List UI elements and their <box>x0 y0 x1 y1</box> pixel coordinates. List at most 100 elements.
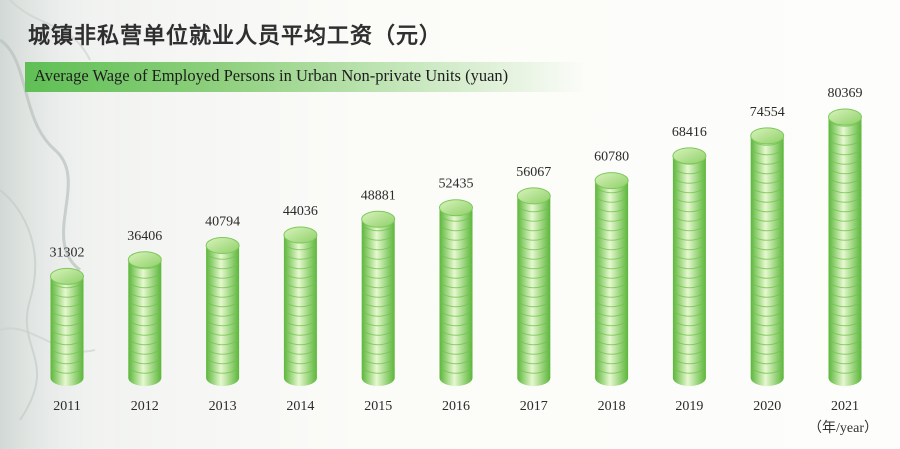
coin-edge <box>517 339 551 346</box>
coin-edge <box>283 339 318 346</box>
x-tick-label-2011: 2011 <box>53 399 80 414</box>
coin-edge <box>517 273 551 279</box>
coin-edge <box>672 368 707 374</box>
coin-edge <box>361 244 395 251</box>
coin-edge <box>205 368 240 374</box>
coin-edge <box>828 320 862 327</box>
coin-edge <box>361 263 395 270</box>
coin-edge <box>439 216 473 222</box>
coin-edge <box>594 358 629 365</box>
coin-edge <box>517 216 551 222</box>
bar-top-2015 <box>361 210 396 228</box>
coin-edge <box>594 206 629 213</box>
coin-edge <box>439 339 473 346</box>
x-axis-unit-label: （年/year） <box>808 421 878 436</box>
coin-edge <box>672 206 707 213</box>
coin-edge <box>828 130 862 137</box>
coin-edge <box>594 216 629 222</box>
coin-edge <box>594 244 629 251</box>
coin-edge <box>750 282 784 289</box>
coin-edge <box>750 159 784 165</box>
coin-edge <box>50 358 84 365</box>
coin-edge <box>205 311 240 317</box>
bar-2017 <box>517 195 551 378</box>
coin-edge <box>672 349 707 355</box>
coin-edge <box>750 263 784 270</box>
coin-edge <box>750 168 784 175</box>
coin-edge <box>439 320 473 327</box>
coin-edge <box>439 244 473 251</box>
coin-edge <box>594 349 629 355</box>
coin-edge <box>750 320 784 327</box>
coin-edge <box>828 368 862 374</box>
coin-edge <box>828 292 862 298</box>
coin-edge <box>205 320 240 327</box>
coin-edge <box>517 282 551 289</box>
coin-edge <box>50 311 84 317</box>
coin-edge <box>672 187 707 194</box>
coin-edge <box>750 140 784 146</box>
coin-edge <box>517 330 551 336</box>
coin-edge <box>361 311 395 317</box>
coin-edge <box>205 263 240 270</box>
bar-2012 <box>128 259 162 378</box>
bar-top-2014 <box>283 226 318 244</box>
coin-edge <box>50 339 84 346</box>
coin-edge <box>439 225 473 232</box>
coin-edge <box>594 187 629 194</box>
coin-edge <box>283 244 318 251</box>
coin-edge <box>750 178 784 184</box>
coin-edge <box>828 121 862 127</box>
coin-edge <box>517 349 551 355</box>
coin-edge <box>361 225 395 232</box>
coin-edge <box>672 339 707 346</box>
coin-edge <box>828 358 862 365</box>
data-label-2012: 36406 <box>127 229 162 244</box>
coin-edge <box>828 168 862 175</box>
coin-edge <box>361 330 395 336</box>
x-tick-label-2017: 2017 <box>520 399 548 414</box>
coin-edge <box>828 244 862 251</box>
coin-edge <box>128 358 162 365</box>
x-tick-label-2019: 2019 <box>675 399 703 414</box>
data-label-2011: 31302 <box>50 245 85 260</box>
bar-top-2016 <box>439 199 473 217</box>
bar-top-2018 <box>594 172 629 190</box>
x-tick-label-2012: 2012 <box>131 399 159 414</box>
coin-edge <box>205 254 240 260</box>
coin-edge <box>361 339 395 346</box>
x-tick-label-2014: 2014 <box>286 399 314 414</box>
coin-edge <box>128 311 162 317</box>
coin-edge <box>128 301 162 308</box>
coin-edge <box>672 311 707 317</box>
coin-edge <box>672 244 707 251</box>
coin-edge <box>517 254 551 260</box>
coin-edge <box>439 273 473 279</box>
coin-edge <box>128 368 162 374</box>
bar-top-2021 <box>828 108 862 126</box>
coin-edge <box>672 178 707 184</box>
coin-edge <box>439 235 473 241</box>
coin-edge <box>439 292 473 298</box>
coin-edge <box>750 149 784 156</box>
coin-edge <box>517 301 551 308</box>
coin-edge <box>672 301 707 308</box>
coin-edge <box>828 254 862 260</box>
chart-title: 城镇非私营单位就业人员平均工资（元） <box>28 24 443 49</box>
coin-edge <box>517 206 551 213</box>
data-label-2020: 74554 <box>750 105 785 120</box>
coin-edge <box>128 292 162 298</box>
bar-2011 <box>50 276 84 378</box>
coin-edge <box>828 159 862 165</box>
coin-edge <box>672 358 707 365</box>
coin-edge <box>128 330 162 336</box>
coin-edge <box>361 254 395 260</box>
coin-edge <box>672 168 707 175</box>
coin-edge <box>128 282 162 289</box>
coin-edge <box>594 235 629 241</box>
coin-edge <box>128 273 162 279</box>
coin-edge <box>828 225 862 232</box>
coin-edge <box>594 197 629 203</box>
coin-edge <box>594 292 629 298</box>
